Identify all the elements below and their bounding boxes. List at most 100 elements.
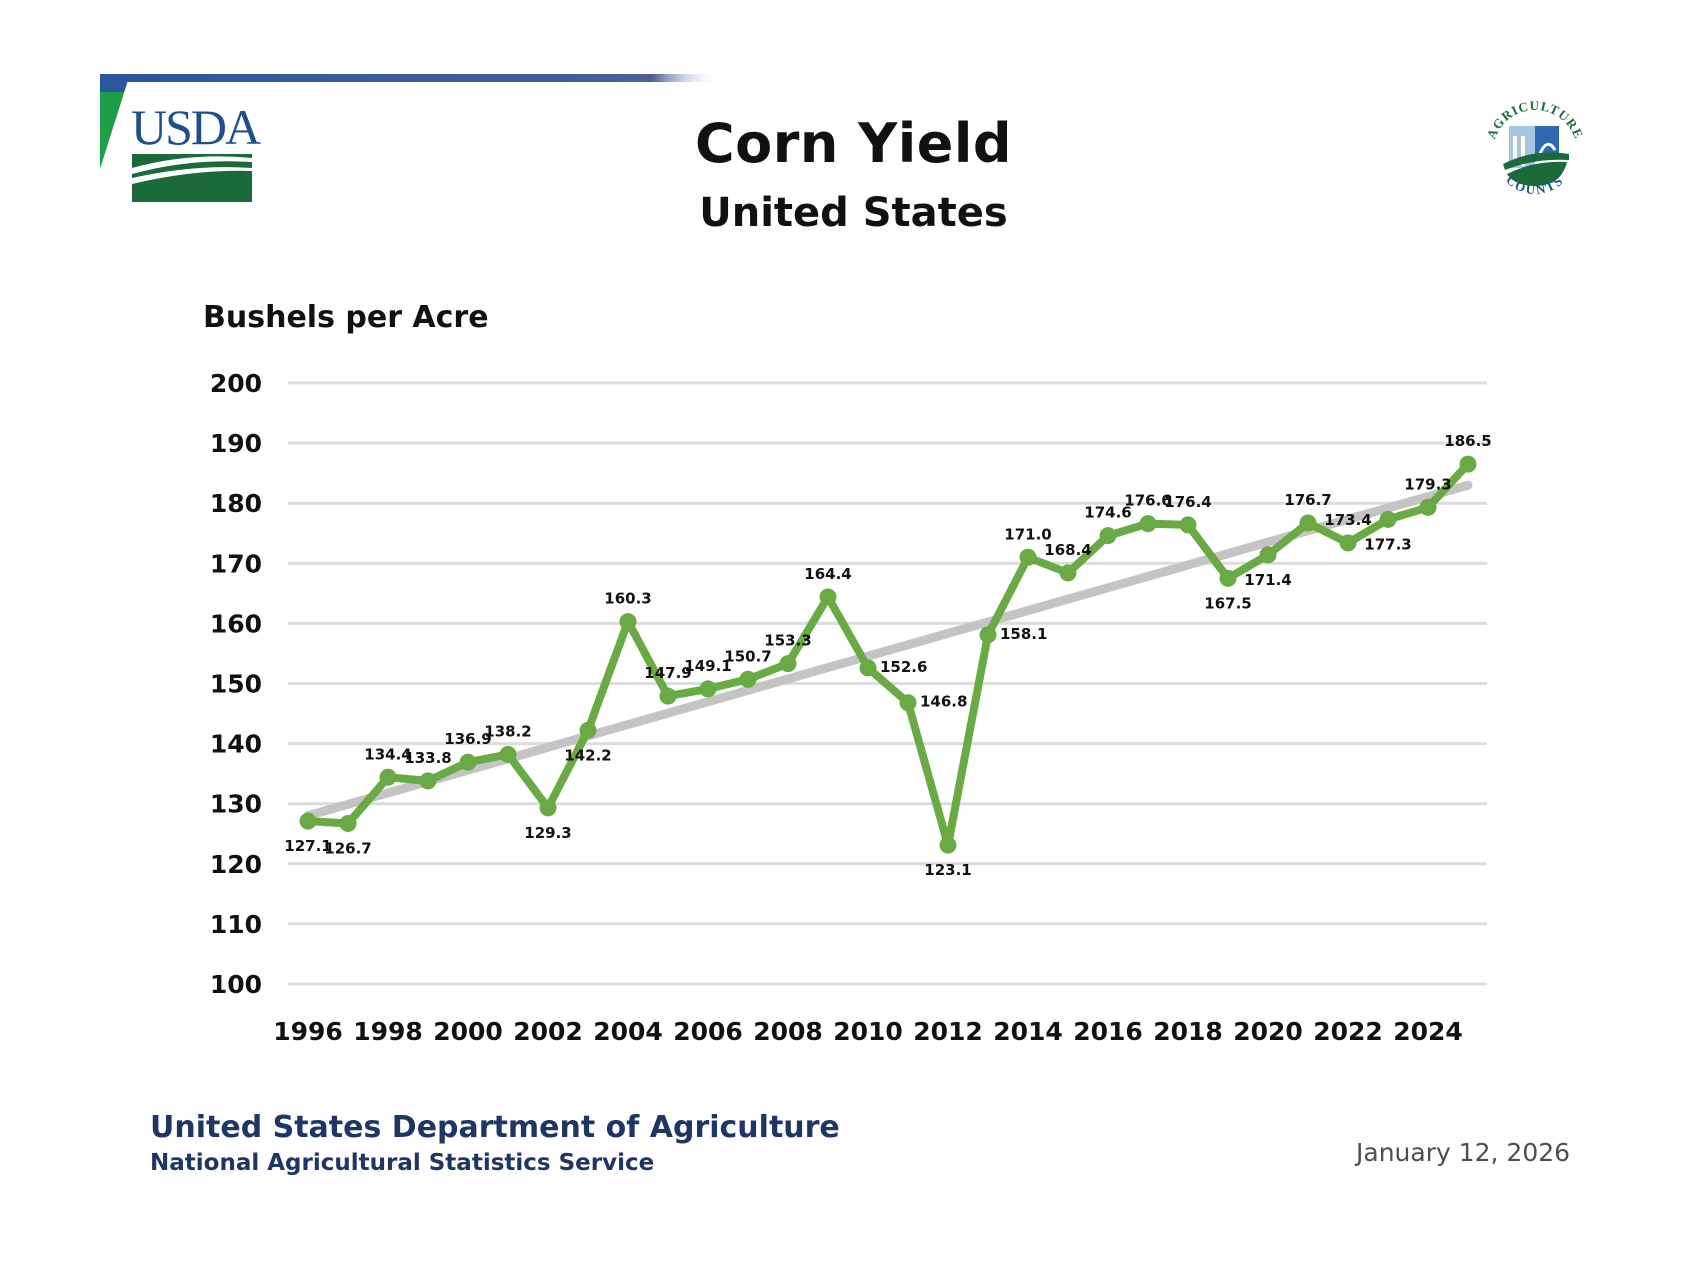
data-point-2001 (499, 745, 517, 763)
data-point-2014 (1019, 548, 1037, 566)
data-point-2007 (739, 670, 757, 688)
y-tick-label: 200 (210, 369, 262, 398)
x-tick-label: 2006 (673, 1017, 743, 1046)
data-label: 146.8 (920, 693, 967, 711)
x-tick-labels: 1996 1998 2000 2002 2004 2006 2008 2010 2012 2014… (273, 1017, 1463, 1046)
data-point-2005 (659, 687, 677, 705)
footer-agency: National Agricultural Statistics Service (150, 1150, 655, 1176)
data-point-2025 (1459, 455, 1477, 473)
data-point-2022 (1339, 534, 1357, 552)
data-point-2009 (819, 588, 837, 606)
y-tick-label: 170 (210, 549, 262, 578)
trend-line (303, 480, 1473, 821)
data-label: 176.6 (1124, 492, 1171, 510)
data-point-2019 (1219, 569, 1237, 587)
x-tick-label: 2010 (833, 1017, 903, 1046)
data-point-2020 (1259, 546, 1277, 564)
data-label: 186.5 (1444, 432, 1491, 450)
y-tick-labels: 200 190 180 170 160 150 140 130 120 110 100 (210, 369, 262, 999)
data-point-2011 (899, 694, 917, 712)
data-label: 167.5 (1204, 594, 1251, 612)
data-point-1999 (419, 772, 437, 790)
data-label: 160.3 (604, 590, 651, 608)
agriculture-counts-logo: AGRICULTURE COUNTS (1483, 98, 1585, 197)
x-tick-label: 2012 (913, 1017, 983, 1046)
y-tick-label: 130 (210, 790, 262, 819)
y-tick-label: 110 (210, 910, 262, 939)
data-label: 134.4 (364, 745, 411, 763)
series-layer (299, 455, 1477, 854)
data-label: 171.4 (1244, 571, 1291, 589)
data-point-2018 (1179, 516, 1197, 534)
grid-layer (288, 381, 1487, 986)
data-point-2000 (459, 753, 477, 771)
data-label: 176.4 (1164, 493, 1211, 511)
y-tick-label: 180 (210, 489, 262, 518)
data-label: 164.4 (804, 565, 851, 583)
data-point-1996 (299, 812, 317, 830)
x-tick-label: 2018 (1153, 1017, 1223, 1046)
data-point-1998 (379, 768, 397, 786)
data-label: 126.7 (324, 840, 371, 858)
data-label: 171.0 (1004, 525, 1051, 543)
usda-logo: USDA (100, 74, 263, 202)
x-tick-label: 2008 (753, 1017, 823, 1046)
data-label: 149.1 (684, 657, 731, 675)
data-label: 168.4 (1044, 541, 1091, 559)
data-label: 147.9 (644, 664, 691, 682)
chart-subtitle: United States (699, 190, 1008, 236)
data-label: 138.2 (484, 722, 531, 740)
usda-logo-text: USDA (131, 99, 261, 155)
data-label: 179.3 (1404, 475, 1451, 493)
data-point-2008 (779, 655, 797, 673)
data-point-2004 (619, 613, 637, 631)
data-label: 123.1 (924, 861, 971, 879)
y-tick-label: 100 (210, 970, 262, 999)
data-label: 152.6 (880, 658, 927, 676)
data-label: 176.7 (1284, 491, 1331, 509)
y-tick-label: 160 (210, 609, 262, 638)
x-tick-label: 1996 (273, 1017, 343, 1046)
header-band (100, 74, 1480, 82)
data-label: 174.6 (1084, 504, 1131, 522)
data-label: 142.2 (564, 746, 611, 764)
y-tick-label: 190 (210, 429, 262, 458)
chart-title: Corn Yield (694, 112, 1012, 175)
x-tick-label: 2002 (513, 1017, 583, 1046)
y-axis-label: Bushels per Acre (203, 300, 489, 335)
data-point-2021 (1299, 514, 1317, 532)
data-point-2015 (1059, 564, 1077, 582)
data-point-2024 (1419, 498, 1437, 516)
data-label: 158.1 (1000, 625, 1047, 643)
data-label: 127.1 (284, 837, 331, 855)
y-tick-label: 150 (210, 670, 262, 699)
data-label: 136.9 (444, 730, 491, 748)
data-label: 129.3 (524, 824, 571, 842)
data-point-2016 (1099, 527, 1117, 545)
data-point-2013 (979, 626, 997, 644)
data-label: 133.8 (404, 749, 451, 767)
footer-organization: United States Department of Agriculture (150, 1110, 840, 1145)
x-tick-label: 2020 (1233, 1017, 1303, 1046)
data-point-2012 (939, 836, 957, 854)
data-label: 150.7 (724, 647, 771, 665)
x-tick-label: 2024 (1393, 1017, 1463, 1046)
y-tick-label: 120 (210, 850, 262, 879)
footer-date: January 12, 2026 (1356, 1138, 1571, 1167)
data-point-2006 (699, 680, 717, 698)
x-tick-label: 2014 (993, 1017, 1063, 1046)
data-point-2023 (1379, 510, 1397, 528)
data-point-2017 (1139, 515, 1157, 533)
x-tick-label: 2022 (1313, 1017, 1383, 1046)
data-point-1997 (339, 815, 357, 833)
data-label: 173.4 (1324, 511, 1371, 529)
data-point-2010 (859, 659, 877, 677)
trend-layer (303, 480, 1473, 821)
data-label: 177.3 (1364, 535, 1411, 553)
x-tick-label: 2004 (593, 1017, 663, 1046)
y-tick-label: 140 (210, 730, 262, 759)
data-label: 153.3 (764, 632, 811, 650)
data-point-2003 (579, 721, 597, 739)
